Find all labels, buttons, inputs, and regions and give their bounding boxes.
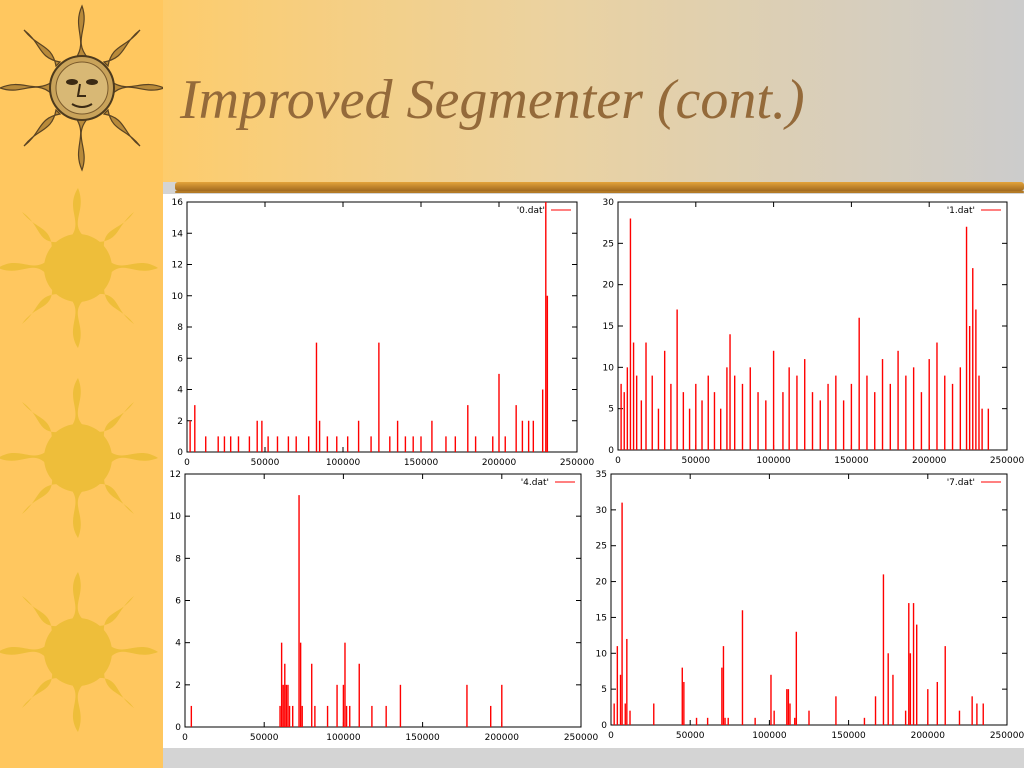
plot-frame xyxy=(184,473,582,728)
y-tick-label: 4 xyxy=(177,386,183,396)
charts-area xyxy=(163,194,1024,748)
y-tick-label: 20 xyxy=(596,578,608,588)
y-tick-label: 16 xyxy=(172,198,184,208)
y-tick-label: 6 xyxy=(177,354,183,364)
x-tick-label: 0 xyxy=(615,456,621,466)
x-tick-label: 250000 xyxy=(560,458,595,468)
sun-icon xyxy=(0,188,158,348)
title-divider xyxy=(175,182,1024,194)
y-tick-label: 10 xyxy=(170,512,182,522)
y-tick-label: 8 xyxy=(175,554,181,564)
y-tick-label: 10 xyxy=(603,363,615,373)
x-tick-label: 150000 xyxy=(404,458,439,468)
y-tick-label: 12 xyxy=(172,261,183,271)
x-tick-label: 200000 xyxy=(482,458,517,468)
chart-4-dat: 0 2 4 6 8 10 12 0 50000 100000 150000 200000 250000 '… xyxy=(170,470,599,743)
y-tick-label: 15 xyxy=(596,613,607,623)
y-tick-label: 5 xyxy=(608,405,614,415)
legend-label: '7.dat' xyxy=(947,478,975,488)
y-tick-label: 12 xyxy=(170,470,181,480)
y-tick-label: 35 xyxy=(596,470,607,480)
y-tick-label: 5 xyxy=(601,685,607,695)
x-tick-label: 0 xyxy=(608,731,614,741)
y-tick-label: 25 xyxy=(603,239,614,249)
x-tick-label: 250000 xyxy=(990,731,1024,741)
x-tick-label: 200000 xyxy=(911,731,946,741)
y-tick-label: 30 xyxy=(596,506,608,516)
y-tick-label: 15 xyxy=(603,322,614,332)
legend-label: '1.dat' xyxy=(947,206,975,216)
chart-7-dat: 0 5 10 15 20 25 30 35 0 50000 100000 150000 200000 25… xyxy=(596,470,1024,741)
y-tick-label: 0 xyxy=(601,721,607,731)
y-tick-label: 0 xyxy=(177,448,183,458)
plot-frame xyxy=(610,473,1008,726)
y-tick-label: 20 xyxy=(603,281,615,291)
legend-label: '4.dat' xyxy=(521,478,549,488)
x-tick-label: 250000 xyxy=(990,456,1024,466)
bottom-strip xyxy=(163,748,1024,768)
x-tick-label: 100000 xyxy=(326,733,361,743)
y-tick-label: 8 xyxy=(177,323,183,333)
x-tick-label: 150000 xyxy=(831,731,866,741)
y-tick-label: 0 xyxy=(175,723,181,733)
y-tick-label: 25 xyxy=(596,542,607,552)
x-tick-label: 100000 xyxy=(326,458,361,468)
sun-face-icon xyxy=(0,4,163,172)
y-tick-label: 0 xyxy=(608,446,614,456)
slide-title: Improved Segmenter (cont.) xyxy=(180,69,805,131)
y-tick-label: 4 xyxy=(175,639,181,649)
y-tick-label: 2 xyxy=(177,417,183,427)
x-tick-label: 0 xyxy=(184,458,190,468)
plot-frame xyxy=(186,201,578,453)
y-tick-label: 2 xyxy=(175,681,181,691)
x-tick-label: 200000 xyxy=(912,456,947,466)
x-tick-label: 250000 xyxy=(564,733,599,743)
sun-icon xyxy=(0,572,158,732)
y-tick-label: 6 xyxy=(175,597,181,607)
x-tick-label: 150000 xyxy=(405,733,440,743)
x-tick-label: 200000 xyxy=(485,733,520,743)
sun-icon xyxy=(0,378,158,538)
chart-1-dat: 0 5 10 15 20 25 30 0 50000 100000 150000 200000 2500… xyxy=(603,198,1024,466)
x-tick-label: 150000 xyxy=(834,456,869,466)
x-tick-label: 50000 xyxy=(681,456,710,466)
y-tick-label: 30 xyxy=(603,198,615,208)
x-tick-label: 50000 xyxy=(251,458,280,468)
title-band xyxy=(163,0,1024,182)
y-tick-label: 10 xyxy=(596,649,608,659)
x-tick-label: 50000 xyxy=(250,733,279,743)
x-tick-label: 0 xyxy=(182,733,188,743)
y-tick-label: 14 xyxy=(172,229,184,239)
legend-label: '0.dat' xyxy=(517,206,545,216)
x-tick-label: 100000 xyxy=(756,456,791,466)
x-tick-label: 100000 xyxy=(752,731,787,741)
x-tick-label: 50000 xyxy=(676,731,705,741)
chart-0-dat: 0 2 4 6 8 10 12 14 16 0 50000 100000 150000 200000 250… xyxy=(172,198,595,468)
y-tick-label: 10 xyxy=(172,292,184,302)
